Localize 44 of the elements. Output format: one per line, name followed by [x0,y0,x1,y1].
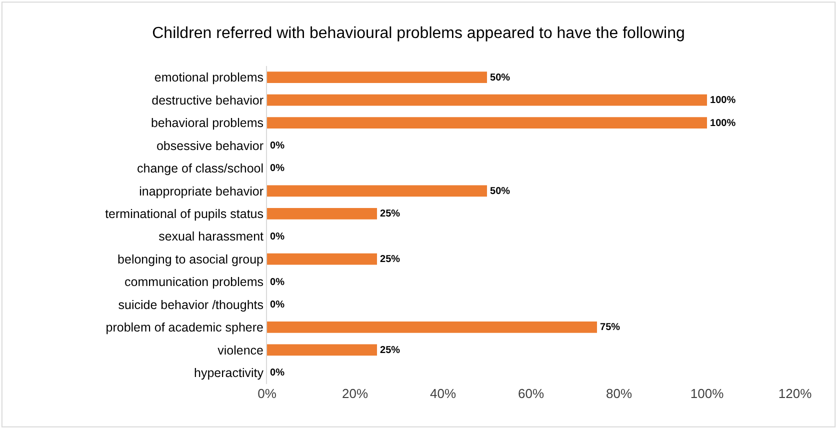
y-tick-label: obsessive behavior [156,138,264,153]
y-tick-label: communication problems [124,275,264,290]
y-tick-label: violence [218,343,264,358]
data-label: 100% [710,95,736,106]
bar [267,344,377,356]
chart-title: Children referred with behavioural problems appeared to have the following [152,24,685,42]
bar [267,94,707,106]
y-tick-label: change of class/school [137,162,264,176]
bar [267,322,597,333]
y-tick-label: destructive behavior [152,93,264,108]
bar [267,185,487,197]
x-tick-label: 60% [518,386,544,401]
y-tick-label: suicide behavior /thoughts [118,298,264,312]
x-tick-label: 0% [258,386,277,401]
y-tick-label: hyperactivity [194,366,264,380]
data-label: 0% [270,231,285,242]
data-label: 25% [380,254,400,266]
x-tick-label: 100% [690,386,724,401]
y-tick-label: belonging to asocial group [118,252,264,266]
data-label: 50% [490,72,510,84]
bar [267,117,707,128]
y-tick-label: terminational of pupils status [105,207,264,222]
bar [267,208,377,220]
x-tick-label: 40% [430,386,456,401]
data-label: 25% [380,344,400,356]
bar [267,253,377,265]
data-label: 0% [270,163,285,174]
x-tick-label: 80% [606,386,632,401]
data-label: 0% [270,300,285,311]
y-tick-label: behavioral problems [150,116,264,130]
y-tick-label: problem of academic sphere [106,320,264,335]
data-label: 25% [380,208,400,220]
data-label: 100% [710,118,736,129]
data-label: 0% [270,140,285,152]
y-tick-label: emotional problems [154,70,264,85]
x-tick-label: 20% [342,386,368,401]
y-tick-label: inappropriate behavior [139,184,264,198]
bar [267,72,487,84]
data-label: 75% [600,322,620,334]
data-label: 0% [270,276,285,288]
data-label: 50% [490,186,510,197]
data-label: 0% [270,368,285,379]
x-tick-label: 120% [778,386,812,401]
y-tick-label: sexual harassment [158,230,264,244]
